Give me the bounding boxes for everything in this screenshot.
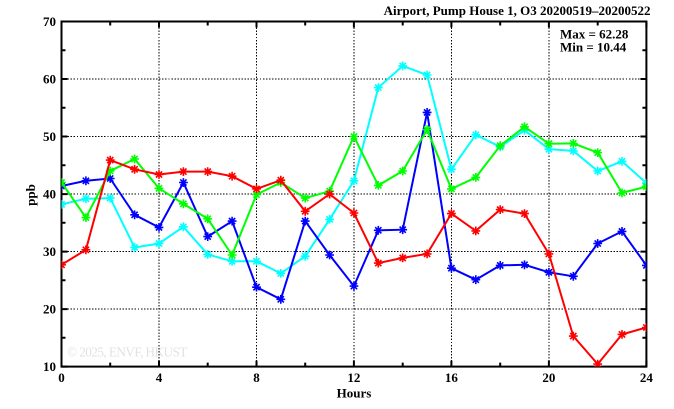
svg-text:8: 8 (253, 370, 260, 385)
svg-text:Hours: Hours (337, 386, 372, 401)
svg-text:ppb: ppb (23, 184, 38, 206)
svg-text:© 2025, ENVF, HKUST: © 2025, ENVF, HKUST (67, 345, 187, 360)
svg-text:50: 50 (43, 129, 56, 144)
svg-text:Min = 10.44: Min = 10.44 (560, 40, 627, 55)
svg-text:20: 20 (43, 302, 56, 317)
svg-text:4: 4 (156, 370, 163, 385)
svg-text:Max = 62.28: Max = 62.28 (560, 27, 629, 42)
svg-text:40: 40 (43, 187, 56, 202)
svg-text:20: 20 (542, 370, 555, 385)
svg-text:60: 60 (43, 72, 56, 87)
svg-text:30: 30 (43, 244, 56, 259)
svg-text:24: 24 (640, 370, 654, 385)
svg-text:12: 12 (347, 370, 360, 385)
svg-text:70: 70 (43, 14, 56, 29)
svg-text:Airport, Pump House 1, O3 2020: Airport, Pump House 1, O3 20200519–20200… (384, 3, 651, 18)
svg-text:10: 10 (43, 359, 56, 374)
svg-text:16: 16 (445, 370, 459, 385)
svg-text:0: 0 (58, 370, 65, 385)
